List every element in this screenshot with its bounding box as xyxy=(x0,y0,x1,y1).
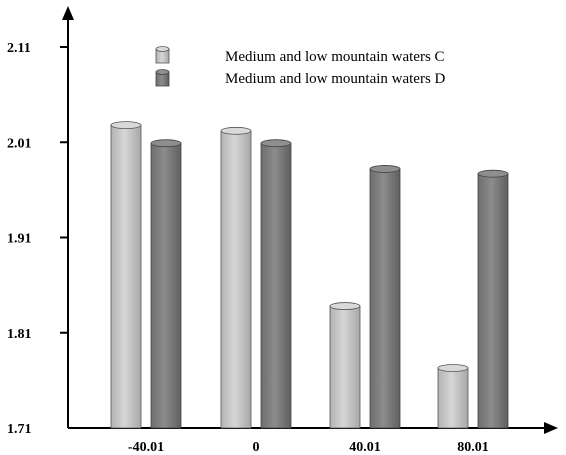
y-tick-label: 1.71 xyxy=(7,422,32,437)
legend-item-c: Medium and low mountain waters C xyxy=(155,46,445,65)
legend-swatch-d xyxy=(155,69,170,87)
x-tick-label: -40.01 xyxy=(128,440,164,455)
y-axis-arrow-icon xyxy=(62,6,74,20)
y-tick: 2.11 xyxy=(7,41,68,56)
y-tick-label: 2.11 xyxy=(7,41,31,56)
legend-label-c: Medium and low mountain waters C xyxy=(225,49,445,65)
x-tick-label: 0 xyxy=(253,440,260,455)
x-axis-arrow-icon xyxy=(544,422,558,434)
bar-c-3 xyxy=(437,364,469,429)
y-tick-label: 1.81 xyxy=(7,327,32,342)
bar-cap xyxy=(329,302,361,310)
x-tick-label: 40.01 xyxy=(349,440,381,455)
y-tick-label: 1.91 xyxy=(7,232,32,247)
bar-c-1 xyxy=(220,126,252,429)
bar-body xyxy=(110,124,142,429)
bar-cap xyxy=(220,126,252,135)
bar-cap xyxy=(369,165,401,173)
bar-body xyxy=(477,173,509,429)
bar-d-0 xyxy=(150,139,182,429)
legend-label-d: Medium and low mountain waters D xyxy=(225,71,446,87)
y-tick: 2.01 xyxy=(7,136,68,151)
y-axis xyxy=(62,6,74,428)
bar-body xyxy=(329,305,361,429)
y-ticks: 1.71 1.81 1.91 2.01 2.11 xyxy=(7,41,68,437)
legend-item-d: Medium and low mountain waters D xyxy=(155,69,446,87)
bar-c-2 xyxy=(329,302,361,429)
y-tick: 1.81 xyxy=(7,327,68,342)
y-tick: 1.91 xyxy=(7,232,68,247)
y-tick: 1.71 xyxy=(7,422,32,437)
bar-d-2 xyxy=(369,165,401,429)
bar-body xyxy=(369,168,401,429)
bars xyxy=(110,121,509,429)
x-ticks: -40.01 0 40.01 80.01 xyxy=(128,440,489,455)
bar-body xyxy=(150,142,182,429)
bar-cap xyxy=(110,121,142,130)
bar-d-1 xyxy=(260,139,292,429)
bar-cap xyxy=(150,139,182,148)
bar-cap xyxy=(437,364,469,372)
bar-cap xyxy=(477,169,509,178)
legend-swatch-c xyxy=(155,46,170,64)
y-tick-label: 2.01 xyxy=(7,136,32,151)
bar-c-0 xyxy=(110,121,142,429)
bar-cap xyxy=(260,139,292,148)
x-tick-label: 80.01 xyxy=(457,440,489,455)
bar-d-3 xyxy=(477,169,509,429)
legend: Medium and low mountain waters C Medium … xyxy=(155,46,446,87)
bar-body xyxy=(437,367,469,429)
bar-body xyxy=(220,130,252,429)
bar-body xyxy=(260,142,292,429)
